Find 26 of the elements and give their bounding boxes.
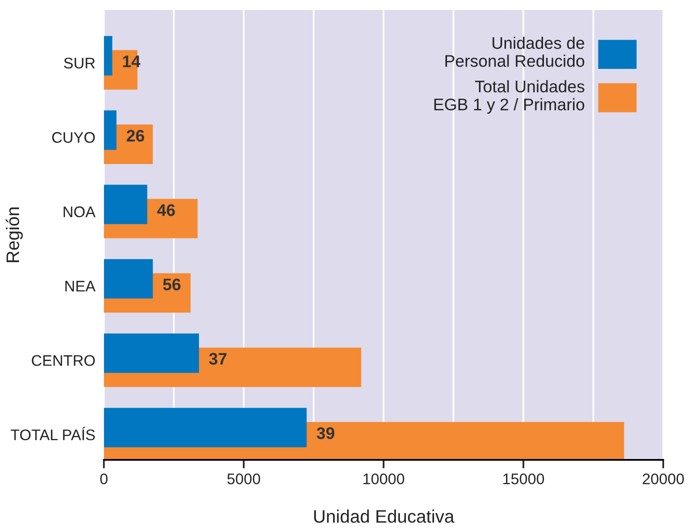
bar <box>104 259 153 299</box>
annotation: 37 <box>209 352 227 365</box>
x-tick-label: 0 <box>100 473 108 484</box>
y-tick-label: CUYO <box>52 132 95 143</box>
annotation: 56 <box>163 278 180 290</box>
x-axis-title: Unidad Educativa <box>314 510 454 523</box>
x-tick-label: 5000 <box>227 473 260 484</box>
x-tick-label: 15000 <box>503 473 544 484</box>
annotation: 26 <box>126 130 144 142</box>
annotation: 39 <box>316 427 334 440</box>
bar <box>104 36 112 76</box>
x-tick-label: 20000 <box>642 473 684 484</box>
bar <box>104 184 148 224</box>
bar <box>104 333 199 373</box>
y-tick-label: TOTAL PAÍS <box>10 426 95 440</box>
legend-label: Total Unidades EGB 1 y 2 / Primario <box>434 80 584 114</box>
legend-label: Unidades de Personal Reducido <box>445 36 584 67</box>
bar <box>104 408 307 448</box>
y-tick-label: NOA <box>64 206 96 218</box>
y-tick-label: SUR <box>64 58 95 69</box>
annotation: 46 <box>157 204 175 216</box>
y-tick-label: CENTRO <box>32 355 95 366</box>
y-tick-label: NEA <box>65 280 96 292</box>
x-tick-label: 10000 <box>363 473 404 484</box>
y-axis-title: Región <box>6 208 23 262</box>
bar <box>104 110 116 150</box>
